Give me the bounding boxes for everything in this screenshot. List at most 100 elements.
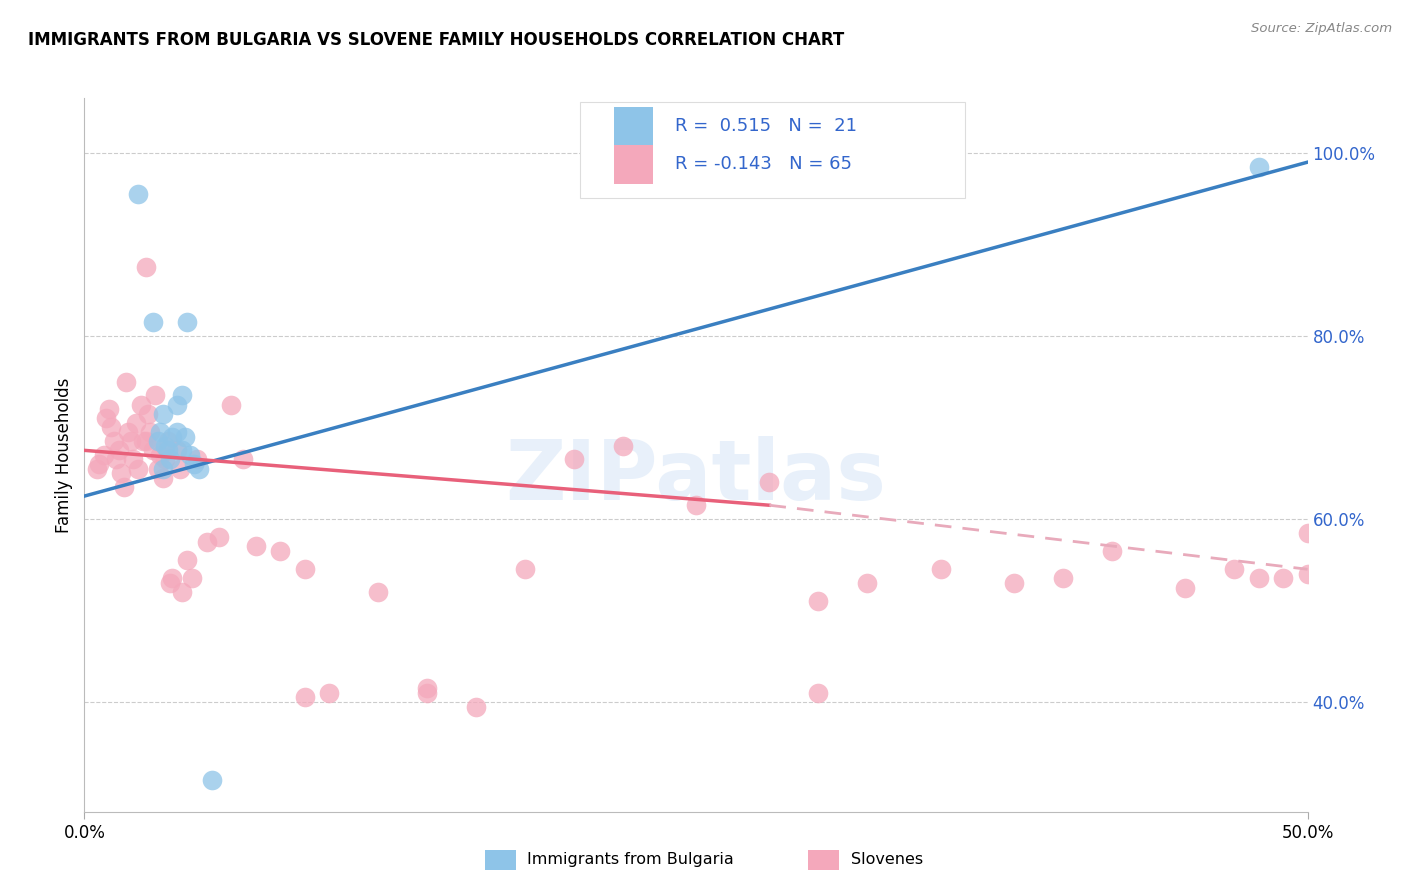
- Point: [173, 429, 195, 443]
- Point: [152, 461, 174, 475]
- Point: [153, 452, 176, 467]
- Point: [1101, 544, 1123, 558]
- Text: Source: ZipAtlas.com: Source: ZipAtlas.com: [1251, 22, 1392, 36]
- Point: [156, 443, 179, 458]
- Point: [112, 480, 135, 494]
- Point: [136, 407, 159, 421]
- Point: [97, 402, 120, 417]
- Point: [117, 425, 139, 439]
- FancyBboxPatch shape: [579, 102, 965, 198]
- Point: [120, 434, 142, 449]
- Text: R =  0.515   N =  21: R = 0.515 N = 21: [675, 118, 858, 136]
- Point: [1174, 581, 1197, 595]
- Point: [245, 540, 267, 554]
- Point: [208, 530, 231, 544]
- Point: [153, 439, 176, 453]
- Point: [1272, 571, 1295, 585]
- Point: [152, 471, 174, 485]
- Point: [416, 681, 439, 696]
- Point: [758, 475, 780, 490]
- Point: [416, 686, 439, 700]
- Point: [1223, 562, 1246, 576]
- Point: [149, 425, 172, 439]
- Point: [142, 443, 165, 458]
- Point: [103, 434, 125, 449]
- Point: [318, 686, 340, 700]
- Point: [181, 571, 204, 585]
- Point: [464, 699, 486, 714]
- Point: [1296, 525, 1319, 540]
- Point: [685, 498, 707, 512]
- Point: [159, 576, 181, 591]
- Point: [294, 690, 316, 705]
- Point: [110, 467, 132, 481]
- Point: [1052, 571, 1074, 585]
- Point: [929, 562, 952, 576]
- Point: [166, 425, 188, 439]
- Point: [807, 686, 830, 700]
- Point: [807, 594, 830, 608]
- Point: [96, 411, 118, 425]
- Point: [188, 461, 211, 475]
- Point: [612, 439, 634, 453]
- Point: [172, 585, 194, 599]
- Point: [195, 534, 218, 549]
- Point: [367, 585, 389, 599]
- Point: [143, 388, 166, 402]
- Point: [149, 448, 172, 462]
- Point: [129, 398, 152, 412]
- Point: [93, 448, 115, 462]
- Point: [172, 443, 194, 458]
- Point: [294, 562, 316, 576]
- Point: [115, 375, 138, 389]
- Point: [146, 461, 169, 475]
- Text: IMMIGRANTS FROM BULGARIA VS SLOVENE FAMILY HOUSEHOLDS CORRELATION CHART: IMMIGRANTS FROM BULGARIA VS SLOVENE FAMI…: [28, 31, 845, 49]
- Point: [176, 315, 198, 329]
- Point: [87, 457, 110, 471]
- Point: [513, 562, 536, 576]
- Point: [86, 461, 108, 475]
- Point: [159, 452, 181, 467]
- Point: [100, 420, 122, 434]
- Point: [107, 443, 129, 458]
- Point: [166, 443, 188, 458]
- Point: [156, 434, 179, 449]
- Point: [122, 452, 145, 467]
- Point: [176, 553, 198, 567]
- Point: [127, 461, 149, 475]
- FancyBboxPatch shape: [614, 145, 654, 184]
- Point: [562, 452, 585, 467]
- Point: [127, 187, 149, 202]
- Point: [269, 544, 291, 558]
- Point: [166, 398, 188, 412]
- Point: [183, 457, 205, 471]
- Point: [139, 425, 162, 439]
- Text: ZIPatlas: ZIPatlas: [506, 436, 886, 516]
- Point: [1296, 566, 1319, 581]
- Point: [1247, 160, 1270, 174]
- Text: Slovenes: Slovenes: [851, 853, 922, 867]
- Point: [186, 452, 208, 467]
- Point: [232, 452, 254, 467]
- Text: Immigrants from Bulgaria: Immigrants from Bulgaria: [527, 853, 734, 867]
- Point: [135, 434, 157, 449]
- Point: [162, 429, 184, 443]
- Text: R = -0.143   N = 65: R = -0.143 N = 65: [675, 155, 852, 173]
- Point: [162, 571, 184, 585]
- Point: [152, 407, 174, 421]
- Point: [125, 416, 148, 430]
- Point: [179, 448, 201, 462]
- Point: [856, 576, 879, 591]
- Point: [146, 434, 169, 449]
- Y-axis label: Family Households: Family Households: [55, 377, 73, 533]
- Point: [132, 434, 155, 449]
- Point: [105, 452, 128, 467]
- Point: [200, 772, 222, 787]
- FancyBboxPatch shape: [614, 107, 654, 146]
- Point: [142, 315, 165, 329]
- Point: [1247, 571, 1270, 585]
- Point: [169, 461, 191, 475]
- Point: [219, 398, 242, 412]
- Point: [1002, 576, 1025, 591]
- Point: [172, 388, 194, 402]
